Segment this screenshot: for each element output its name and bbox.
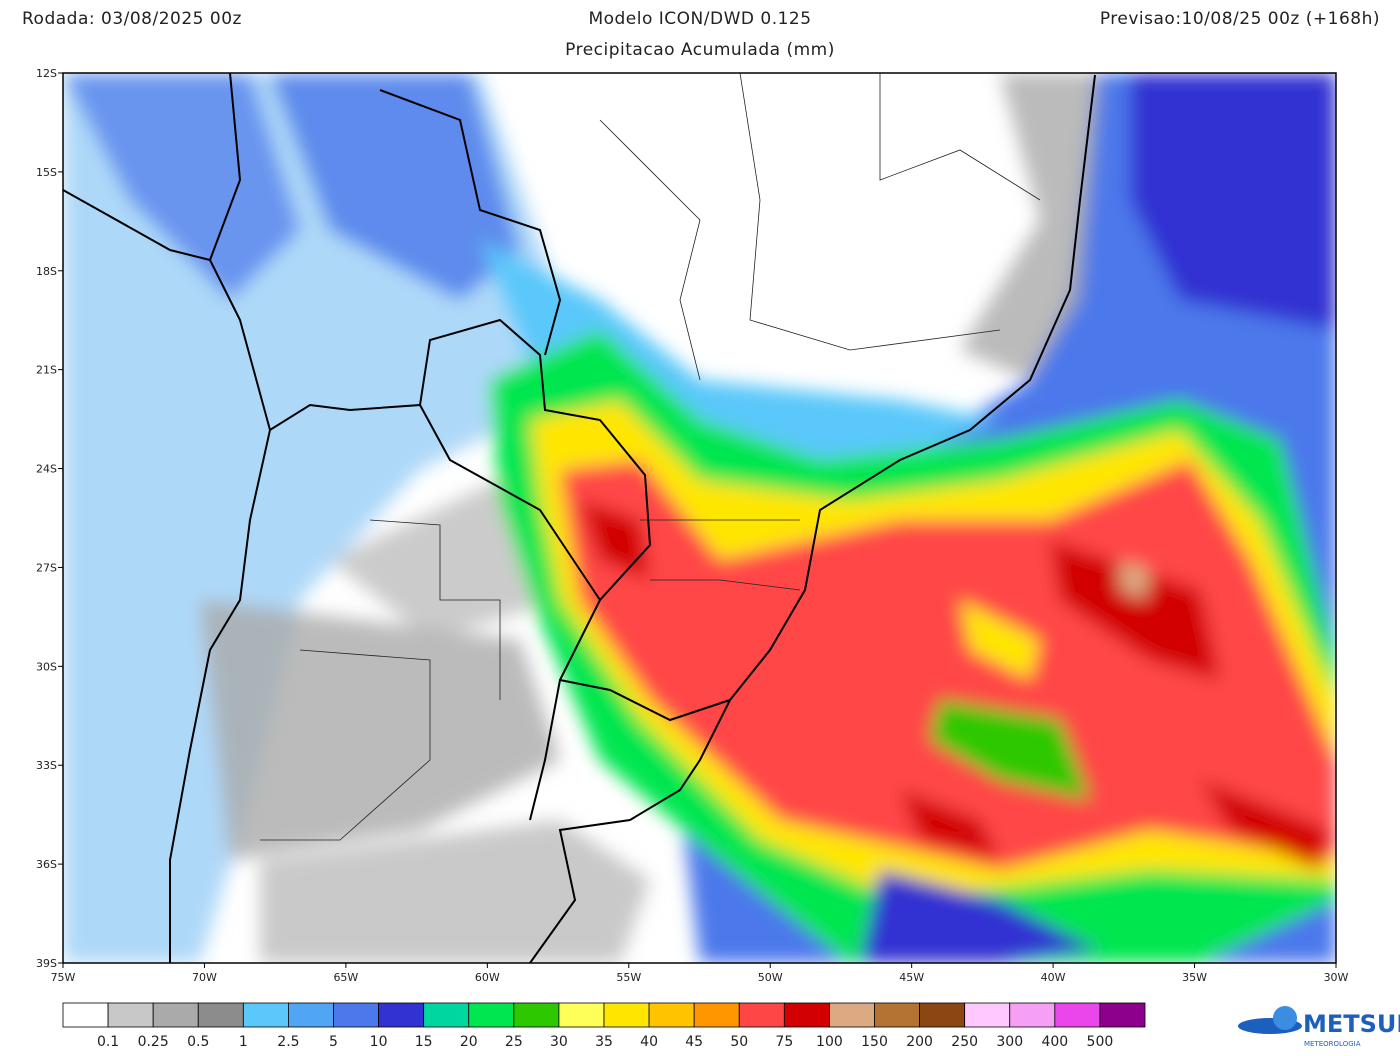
lon-label: 70W (192, 971, 217, 984)
legend-swatch (783, 1002, 830, 1028)
logo-name: METSUL (1303, 1010, 1400, 1038)
legend-label: 20 (460, 1034, 478, 1050)
legend-swatch (333, 1002, 379, 1028)
legend-swatch (288, 1002, 334, 1028)
legend-label: 100 (816, 1034, 843, 1050)
legend-label: 2.5 (277, 1034, 299, 1050)
legend-label: 10 (370, 1034, 388, 1050)
lon-label: 55W (616, 971, 641, 984)
legend-swatch (919, 1002, 966, 1028)
legend-swatch (107, 1002, 154, 1028)
logo: METSUL METEOROLOGIA (1238, 1006, 1400, 1048)
legend-label: 75 (775, 1034, 793, 1050)
legend-swatch (242, 1002, 289, 1028)
map-frame (62, 72, 1337, 964)
legend-label: 400 (1041, 1034, 1068, 1050)
legend-label: 300 (996, 1034, 1023, 1050)
legend-swatch (603, 1002, 650, 1028)
lat-label: 24S (36, 463, 57, 476)
lat-label: 36S (36, 858, 57, 871)
legend-label: 250 (951, 1034, 978, 1050)
legend-label: 30 (550, 1034, 568, 1050)
variable-name: Precipitacao Acumulada (mm) (565, 40, 835, 60)
lat-label: 21S (36, 364, 57, 377)
legend-label: 0.5 (187, 1034, 209, 1050)
legend-swatch (829, 1002, 875, 1028)
legend-swatch (513, 1002, 560, 1028)
legend-swatch (738, 1002, 785, 1028)
run-time: Rodada: 03/08/2025 00z (22, 9, 242, 29)
legend-label: 150 (861, 1034, 888, 1050)
lat-label: 30S (36, 660, 57, 673)
legend-swatch (62, 1002, 109, 1028)
lon-label: 45W (899, 971, 924, 984)
lon-label: 30W (1324, 971, 1349, 984)
precip-field (63, 73, 1336, 963)
lon-label: 60W (475, 971, 500, 984)
logo-tagline: METEOROLOGIA (1304, 1040, 1361, 1048)
legend-label: 50 (730, 1034, 748, 1050)
legend-label: 0.1 (97, 1034, 119, 1050)
lon-label: 75W (51, 971, 76, 984)
forecast-time: Previsao:10/08/25 00z (+168h) (1100, 9, 1380, 29)
legend-label: 5 (329, 1034, 338, 1050)
legend-label: 200 (906, 1034, 933, 1050)
legend-swatch (152, 1002, 199, 1028)
legend-swatch (1099, 1002, 1146, 1028)
lat-label: 39S (36, 957, 57, 970)
legend-swatch (378, 1002, 425, 1028)
lon-label: 65W (333, 971, 358, 984)
model-name: Modelo ICON/DWD 0.125 (588, 9, 811, 29)
legend-swatch (197, 1002, 244, 1028)
lat-label: 15S (36, 166, 57, 179)
legend-label: 35 (595, 1034, 613, 1050)
legend-label: 25 (505, 1034, 523, 1050)
legend-label: 500 (1087, 1034, 1114, 1050)
legend-swatch (693, 1002, 740, 1028)
lat-label: 33S (36, 759, 57, 772)
legend-swatch (648, 1002, 695, 1028)
legend-label: 45 (685, 1034, 703, 1050)
lat-label: 18S (36, 265, 57, 278)
legend-swatch (964, 1002, 1011, 1028)
legend-label: 40 (640, 1034, 658, 1050)
legend-label: 1 (239, 1034, 248, 1050)
lon-label: 50W (758, 971, 783, 984)
legend-swatch (1054, 1002, 1101, 1028)
lat-label: 12S (36, 67, 57, 80)
legend-swatch (558, 1002, 605, 1028)
lon-label: 40W (1041, 971, 1066, 984)
lon-label: 35W (1182, 971, 1207, 984)
legend-swatch (423, 1002, 470, 1028)
legend-swatch (874, 1002, 920, 1028)
lat-label: 27S (36, 561, 57, 574)
legend-swatch (468, 1002, 515, 1028)
legend-swatch (1009, 1002, 1056, 1028)
legend-label: 0.25 (138, 1034, 169, 1050)
legend-label: 15 (415, 1034, 433, 1050)
